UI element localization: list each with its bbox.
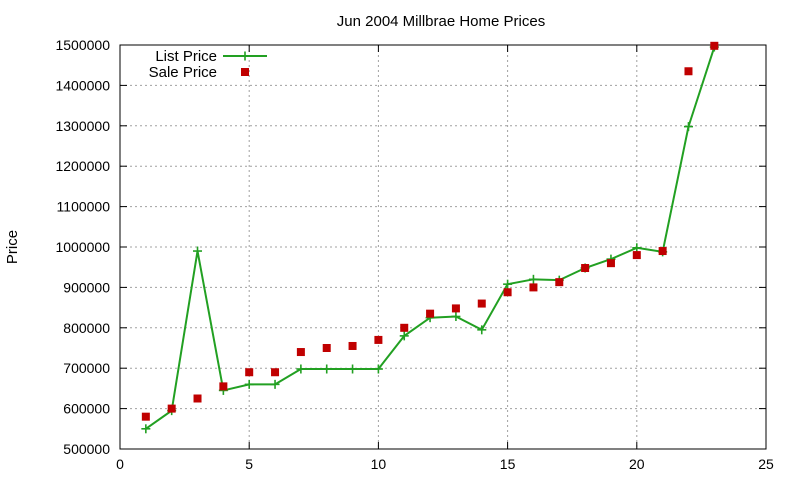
y-tick-label: 1000000: [55, 239, 110, 255]
y-tick-label: 500000: [63, 441, 110, 457]
axis-ticks: 0 5 10 15 20 25 500000 600000 700000 800000 900000…: [55, 37, 774, 472]
list-price-point: [270, 379, 280, 389]
sale-price-point: [710, 41, 719, 50]
x-tick-label: 15: [500, 456, 516, 472]
sale-price-point: [245, 368, 254, 377]
legend-label: List Price: [155, 48, 217, 65]
sale-price-point: [477, 299, 486, 308]
y-tick-label: 1400000: [55, 77, 110, 93]
legend-plus-marker: [240, 51, 250, 61]
y-tick-label: 1300000: [55, 118, 110, 134]
sale-price-point: [632, 251, 641, 260]
list-price-point: [451, 311, 461, 321]
sale-price-point: [296, 348, 305, 357]
sale-price-point: [193, 394, 202, 403]
data-series: [141, 41, 719, 434]
list-price-point: [244, 379, 254, 389]
list-price-point: [193, 246, 203, 256]
sale-price-point: [684, 67, 693, 76]
sale-price-point: [503, 288, 512, 297]
list-price-point: [322, 364, 332, 374]
list-price-point: [348, 364, 358, 374]
y-tick-label: 1200000: [55, 158, 110, 174]
list-price-point: [477, 325, 487, 335]
legend-square-swatch: [241, 68, 249, 76]
list-price-point: [373, 364, 383, 374]
list-price-point: [503, 279, 513, 289]
list-price-point: [683, 122, 693, 132]
y-tick-label: 1100000: [57, 199, 111, 215]
sale-price-point: [555, 278, 564, 287]
y-tick-label: 700000: [63, 360, 110, 376]
chart-title: Jun 2004 Millbrae Home Prices: [337, 13, 545, 30]
legend-label: Sale Price: [149, 64, 217, 81]
sale-price-point: [658, 247, 667, 256]
x-tick-label: 0: [116, 456, 124, 472]
sale-price-point: [374, 335, 383, 344]
series-sale-price: [141, 41, 719, 421]
sale-price-point: [322, 344, 331, 352]
y-axis-title: Price: [4, 230, 21, 264]
sale-price-point: [271, 368, 280, 377]
sale-price-point: [348, 341, 357, 350]
sale-price-point: [219, 382, 228, 391]
sale-price-point: [400, 323, 409, 332]
y-tick-label: 800000: [63, 320, 110, 336]
list-price-point: [399, 331, 409, 341]
x-tick-label: 5: [245, 456, 253, 472]
y-tick-label: 1500000: [55, 37, 110, 53]
sale-price-point: [581, 264, 590, 273]
list-price-point: [296, 364, 306, 374]
list-price-point: [141, 424, 151, 434]
x-tick-label: 25: [758, 456, 774, 472]
list-price-point: [632, 243, 642, 253]
sale-price-point: [451, 304, 460, 313]
sale-price-point: [529, 283, 538, 292]
x-tick-label: 10: [371, 456, 387, 472]
sale-price-point: [167, 404, 176, 413]
sale-price-point: [426, 309, 435, 318]
sale-price-point: [141, 412, 150, 421]
y-tick-label: 600000: [63, 401, 110, 417]
y-tick-label: 900000: [63, 279, 110, 295]
list-price-point: [528, 274, 538, 284]
x-tick-label: 20: [629, 456, 645, 472]
sale-price-point: [606, 259, 615, 268]
